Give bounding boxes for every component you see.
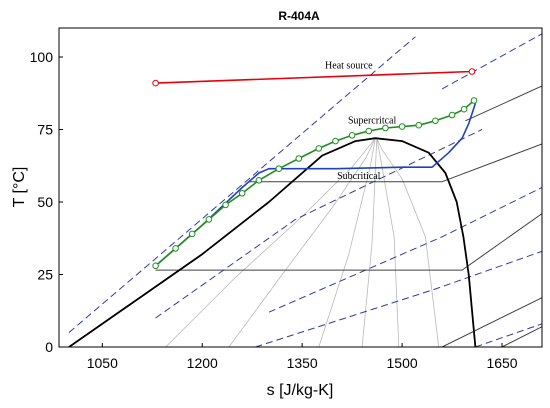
supercritical-cycle-point xyxy=(415,121,423,129)
quality-lines-line-3 xyxy=(361,138,378,347)
supercritical-cycle-point xyxy=(348,132,356,139)
quality-lines-line-0 xyxy=(165,137,376,347)
isobars-line-3 xyxy=(441,297,542,347)
quality-lines-line-2 xyxy=(318,138,376,347)
supercritical-cycle-point xyxy=(332,137,339,145)
subcritical-cycle-line xyxy=(155,103,477,267)
x-tick-label: 1200 xyxy=(187,355,218,371)
y-tick-label: 100 xyxy=(30,49,54,65)
supercritical-cycle-point xyxy=(365,127,373,135)
y-axis-title: T [°C] xyxy=(11,167,28,208)
supercritical-cycle-point xyxy=(205,216,213,223)
isochores-line-0 xyxy=(68,36,416,333)
isobars-line-0 xyxy=(155,213,542,271)
y-tick-label: 0 xyxy=(45,339,53,355)
supercritical-cycle-point xyxy=(382,124,389,132)
heat-source-point xyxy=(468,68,476,75)
x-tick-label: 1050 xyxy=(87,355,118,371)
plot-area: Heat source Supercritcal Subcritical xyxy=(68,33,542,347)
supercritical-cycle-point xyxy=(255,177,263,184)
x-axis-title: s [J/kg-K] xyxy=(267,382,334,399)
supercritical-cycle-point xyxy=(172,245,179,252)
supercritical-cycle-point xyxy=(448,111,456,119)
supercritical-cycle-point xyxy=(238,190,246,197)
annotation-label: Subcritical xyxy=(337,171,381,182)
isochores-line-2 xyxy=(268,187,542,313)
supercritical-cycle-point xyxy=(470,97,478,104)
supercritical-cycle-point xyxy=(275,165,283,172)
supercritical-cycle-point xyxy=(295,155,303,162)
annotation-label: Heat source xyxy=(325,61,373,72)
annotation-label: Supercritcal xyxy=(348,116,397,127)
heat-source-point xyxy=(152,79,159,87)
isochores-line-3 xyxy=(255,250,542,347)
heat-source-line xyxy=(155,70,473,84)
plot-frame xyxy=(58,27,543,348)
isobars-line-2 xyxy=(465,85,542,122)
x-tick-label: 1500 xyxy=(387,355,418,371)
quality-lines-line-1 xyxy=(228,138,376,347)
y-tick-label: 75 xyxy=(37,122,53,138)
supercritical-cycle-point xyxy=(315,145,323,152)
isochores-line-4 xyxy=(475,323,542,347)
isobars-line-1 xyxy=(248,143,542,183)
axis-ticks: 1050 1200 1350 1500 1650 0 25 50 75 100 xyxy=(30,49,518,371)
chart-title: R-404A xyxy=(278,9,320,23)
x-tick-label: 1650 xyxy=(486,355,517,371)
supercritical-cycle-point xyxy=(398,123,406,130)
supercritical-cycle-point xyxy=(188,230,196,238)
supercritical-cycle-point xyxy=(460,105,468,113)
isochores-line-5 xyxy=(441,33,542,90)
isochores-line-1 xyxy=(155,129,483,319)
y-tick-label: 50 xyxy=(37,194,53,210)
supercritical-cycle-point xyxy=(222,201,229,209)
y-tick-label: 25 xyxy=(37,267,53,283)
supercritical-cycle-point xyxy=(432,117,439,125)
isobars-line-4 xyxy=(501,326,542,347)
quality-lines-line-5 xyxy=(376,138,440,347)
quality-lines-line-4 xyxy=(376,138,400,347)
x-tick-label: 1350 xyxy=(287,355,318,371)
supercritical-cycle-point xyxy=(152,262,159,270)
saturation-dome-line xyxy=(68,137,477,347)
